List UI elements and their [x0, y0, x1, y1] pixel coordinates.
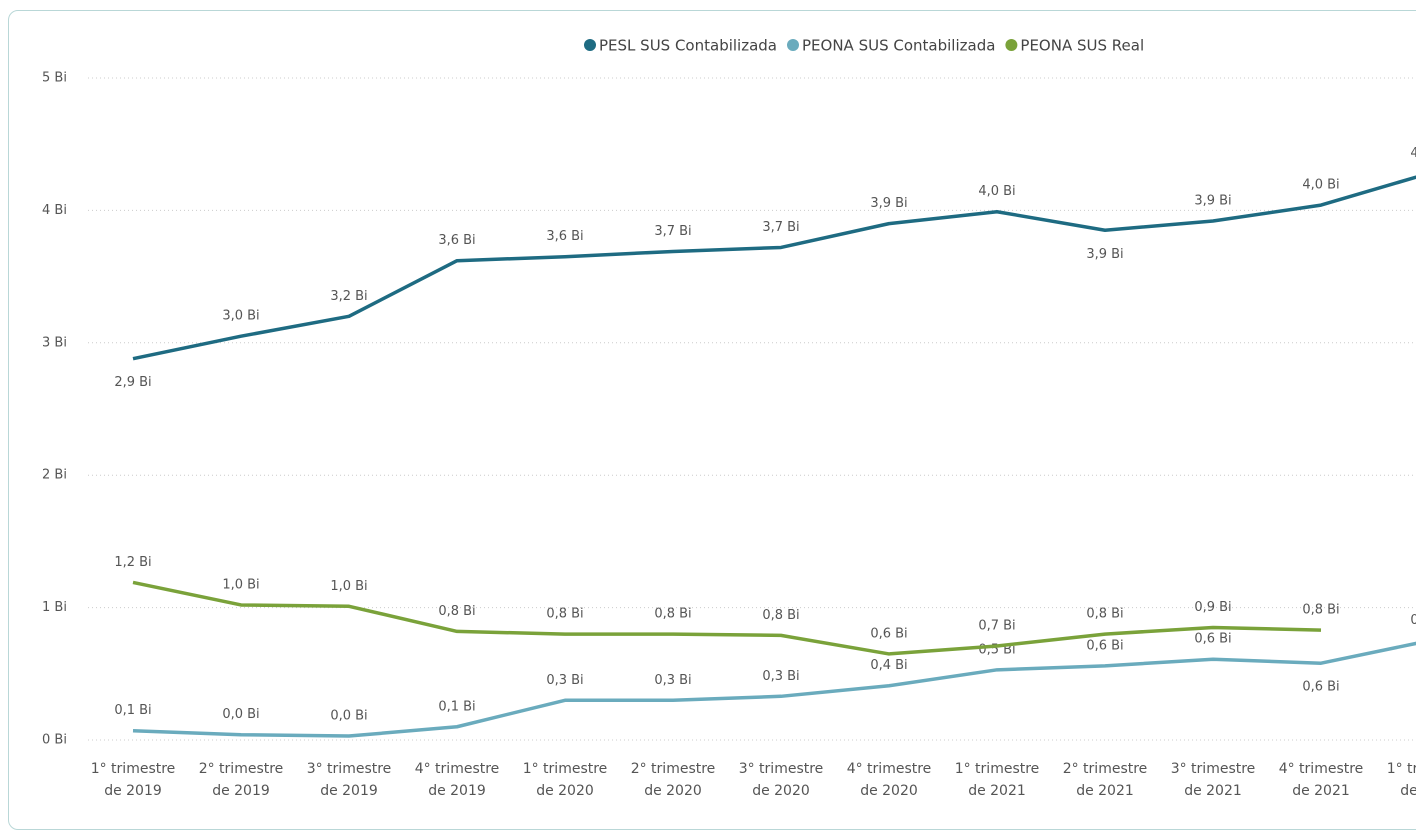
legend-label: PEONA SUS Real: [1020, 37, 1144, 55]
page: 0 Bi 1 Bi 2 Bi 3 Bi 4 Bi 5 Bi PESL SUS Contabi…: [0, 0, 1416, 810]
data-label: 0,0 Bi: [330, 709, 367, 724]
data-label: 3,2 Bi: [330, 289, 367, 304]
data-label: 0,1 Bi: [114, 703, 151, 718]
data-label: 3,7 Bi: [762, 220, 799, 235]
chart: 0 Bi 1 Bi 2 Bi 3 Bi 4 Bi 5 Bi PESL SUS Contabi…: [0, 0, 1416, 810]
data-label: 0,3 Bi: [762, 669, 799, 684]
legend-label: PEONA SUS Contabilizada: [802, 37, 995, 55]
data-label: 0,6 Bi: [1086, 638, 1123, 653]
y-tick-label: 3 Bi: [42, 335, 67, 350]
data-label: 0,3 Bi: [654, 673, 691, 688]
legend-marker: [1005, 39, 1017, 51]
series-line: [133, 582, 1321, 653]
y-tick-label: 2 Bi: [42, 468, 67, 483]
data-label: 3,9 Bi: [1194, 193, 1231, 208]
data-label: 0,8 Bi: [654, 607, 691, 622]
x-tick-label: 4° trimestre de 2019: [410, 758, 505, 802]
data-label: 2,9 Bi: [114, 375, 151, 390]
y-tick-label: 5 Bi: [42, 71, 67, 86]
data-label: 0,1 Bi: [438, 699, 475, 714]
x-tick-label: 1° trimestre de 2020: [518, 758, 613, 802]
x-tick-label: 1° trimestre de 2021: [950, 758, 1045, 802]
data-label: 3,7 Bi: [654, 224, 691, 239]
legend-marker: [787, 39, 799, 51]
data-label: 0,8 Bi: [1410, 613, 1416, 628]
y-tick-label: 1 Bi: [42, 600, 67, 615]
data-label: 0,7 Bi: [978, 618, 1015, 633]
data-label: 3,0 Bi: [222, 309, 259, 324]
data-label: 0,9 Bi: [1194, 600, 1231, 615]
y-tick-label: 4 Bi: [42, 203, 67, 218]
x-tick-label: 1° trimestre de 2019: [86, 758, 181, 802]
data-label: 3,9 Bi: [1086, 247, 1123, 262]
x-tick-label: 2° trimestre de 2020: [626, 758, 721, 802]
data-label: 0,3 Bi: [546, 673, 583, 688]
series-line: [133, 641, 1416, 736]
data-label: 0,6 Bi: [1302, 680, 1339, 695]
data-label: 3,9 Bi: [870, 196, 907, 211]
data-label: 0,6 Bi: [870, 626, 907, 641]
data-label: 1,0 Bi: [222, 577, 259, 592]
data-label: 4,3 Bi: [1410, 146, 1416, 161]
data-label: 0,8 Bi: [1302, 603, 1339, 618]
x-tick-label: 3° trimestre de 2019: [302, 758, 397, 802]
legend-label: PESL SUS Contabilizada: [599, 37, 777, 55]
x-tick-label: 1° trimestre de 2022: [1382, 758, 1416, 802]
data-label: 0,8 Bi: [762, 608, 799, 623]
y-tick-label: 0 Bi: [42, 733, 67, 748]
data-label: 3,6 Bi: [438, 233, 475, 248]
data-label: 1,0 Bi: [330, 579, 367, 594]
x-tick-label: 2° trimestre de 2021: [1058, 758, 1153, 802]
x-tick-label: 4° trimestre de 2021: [1274, 758, 1369, 802]
data-label: 0,4 Bi: [870, 658, 907, 673]
x-tick-label: 2° trimestre de 2019: [194, 758, 289, 802]
x-tick-label: 4° trimestre de 2020: [842, 758, 937, 802]
chart-area: 0 Bi 1 Bi 2 Bi 3 Bi 4 Bi 5 Bi PESL SUS Contabi…: [0, 0, 1416, 810]
data-label: 0,6 Bi: [1194, 632, 1231, 647]
x-tick-label: 3° trimestre de 2021: [1166, 758, 1261, 802]
data-label: 4,0 Bi: [1302, 178, 1339, 193]
data-label: 4,0 Bi: [978, 184, 1015, 199]
data-label: 3,6 Bi: [546, 229, 583, 244]
data-label: 0,8 Bi: [1086, 607, 1123, 622]
legend-marker: [584, 39, 596, 51]
data-label: 0,8 Bi: [546, 607, 583, 622]
data-label: 1,2 Bi: [114, 555, 151, 570]
data-label: 0,0 Bi: [222, 707, 259, 722]
data-label: 0,8 Bi: [438, 604, 475, 619]
x-tick-label: 3° trimestre de 2020: [734, 758, 829, 802]
